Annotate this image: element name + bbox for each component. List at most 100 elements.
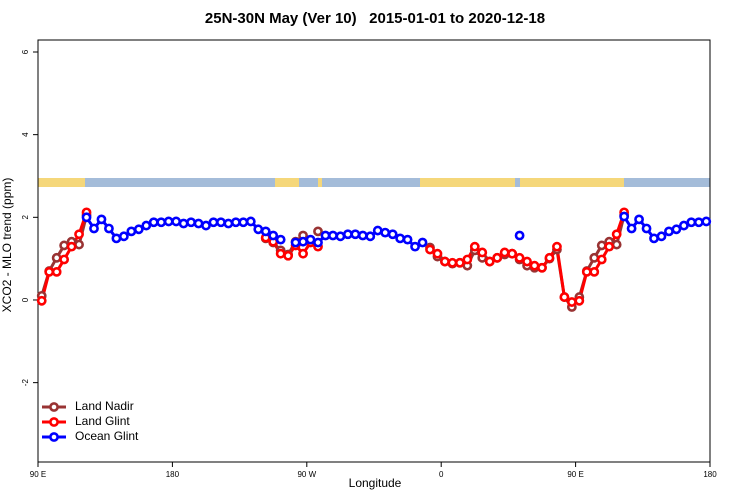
x-tick-label: 90 E: [567, 470, 583, 479]
data-point: [208, 217, 219, 228]
legend-swatch-point: [49, 417, 59, 427]
data-point: [313, 226, 323, 237]
data-point: [268, 230, 279, 241]
data-point: [51, 252, 62, 263]
data-point: [193, 218, 204, 229]
legend-label: Land Nadir: [75, 399, 134, 413]
x-tick-label: 90 W: [297, 470, 316, 479]
data-point: [559, 292, 570, 302]
plot-frame: [37, 39, 711, 463]
data-point: [171, 216, 182, 227]
data-point: [641, 223, 652, 234]
land-strip: [38, 178, 85, 187]
data-point: [51, 266, 62, 277]
land-strip: [318, 178, 322, 187]
data-point: [611, 239, 622, 250]
land-strip: [420, 178, 515, 187]
data-point: [596, 240, 607, 251]
land-strip: [275, 178, 299, 187]
data-point: [335, 231, 346, 242]
data-point: [36, 295, 47, 306]
data-point: [611, 229, 622, 240]
x-tick-label: 90 E: [30, 470, 46, 479]
legend-swatch-point: [49, 432, 59, 442]
y-tick-label: 0: [21, 297, 30, 302]
data-point: [522, 256, 532, 267]
series-line: [40, 211, 626, 304]
data-point: [74, 229, 84, 240]
x-tick-label: 180: [703, 470, 717, 479]
data-point: [402, 234, 413, 245]
data-point: [432, 248, 443, 259]
data-point: [589, 252, 600, 263]
data-point: [701, 216, 712, 227]
data-point: [589, 266, 600, 277]
chart-title: 25N-30N May (Ver 10) 2015-01-01 to 2020-…: [205, 10, 545, 27]
data-point: [574, 295, 585, 306]
data-point: [440, 256, 450, 267]
data-point: [96, 214, 107, 225]
data-point: [604, 241, 615, 252]
data-point: [417, 237, 428, 248]
data-point: [275, 248, 286, 259]
data-point: [365, 231, 376, 242]
data-point: [328, 230, 338, 241]
data-point: [410, 241, 420, 252]
data-point: [350, 229, 361, 240]
data-point: [290, 237, 301, 248]
data-point: [245, 216, 256, 227]
data-point: [492, 252, 503, 263]
data-point: [454, 257, 465, 268]
data-point: [552, 241, 562, 252]
y-axis-label: XCO2 - MLO trend (ppm): [0, 178, 14, 313]
data-point: [357, 230, 368, 241]
data-point: [313, 237, 323, 248]
data-point: [133, 224, 144, 235]
data-point: [178, 218, 189, 229]
x-tick-label: 180: [166, 470, 180, 479]
data-point: [59, 240, 70, 251]
data-point: [342, 229, 353, 240]
data-point: [126, 226, 137, 237]
data-point: [656, 231, 667, 242]
legend-label: Ocean Glint: [75, 429, 139, 443]
legend-swatch-point: [49, 402, 59, 412]
data-point: [223, 218, 234, 229]
data-point: [529, 260, 540, 271]
data-point: [477, 247, 488, 258]
data-point: [484, 256, 495, 267]
data-point: [201, 220, 211, 231]
data-point: [260, 226, 271, 237]
data-point: [59, 254, 70, 265]
land-strip: [520, 178, 624, 187]
y-tick-label: 4: [21, 132, 30, 137]
x-tick-label: 0: [439, 470, 444, 479]
surface-strip: [38, 178, 710, 187]
data-point: [118, 231, 129, 242]
data-point: [649, 233, 659, 244]
data-point: [141, 220, 152, 231]
data-point: [581, 266, 592, 277]
data-point: [74, 239, 84, 250]
data-point: [462, 254, 473, 265]
data-point: [66, 241, 77, 252]
data-point: [298, 248, 308, 259]
data-point: [238, 217, 249, 228]
data-point: [253, 224, 264, 235]
x-axis-label: Longitude: [349, 476, 402, 490]
data-point: [596, 254, 607, 265]
data-point: [156, 217, 167, 228]
y-tick-label: -2: [21, 379, 30, 387]
data-point: [104, 223, 114, 234]
data-point: [305, 234, 316, 245]
data-point: [686, 217, 697, 228]
data-point: [111, 233, 122, 244]
data-point: [664, 226, 674, 237]
data-point: [671, 224, 682, 235]
data-point: [634, 214, 644, 225]
data-point: [469, 241, 480, 252]
data-point: [507, 248, 518, 259]
data-point: [425, 244, 435, 255]
y-tick-label: 6: [21, 49, 30, 54]
